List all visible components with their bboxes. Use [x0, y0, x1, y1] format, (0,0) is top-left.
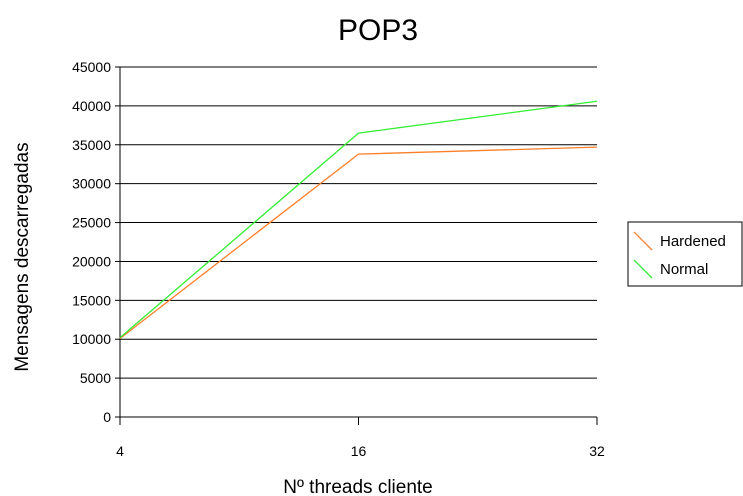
y-tick-label: 10000 — [72, 331, 111, 347]
y-tick-label: 5000 — [80, 370, 111, 386]
y-tick-label: 0 — [103, 409, 111, 425]
series-line-normal — [119, 100, 598, 339]
chart-title: POP3 — [338, 14, 418, 47]
y-tick-label: 25000 — [72, 215, 111, 231]
axes — [115, 66, 598, 425]
series-line-hardened — [119, 146, 598, 339]
legend-swatch — [633, 231, 653, 251]
y-tick-labels: 0 5000 10000 15000 20000 25000 30000 35000 40000… — [72, 59, 111, 425]
x-tick-label: 4 — [116, 443, 124, 459]
y-tick-label: 40000 — [72, 98, 111, 114]
y-tick-label: 15000 — [72, 292, 111, 308]
x-tick-labels: 4 16 32 — [116, 443, 605, 459]
legend: Hardened Normal — [627, 221, 743, 287]
x-axis-title: Nº threads cliente — [283, 477, 433, 496]
legend-label: Normal — [660, 261, 708, 278]
legend-swatch — [633, 259, 653, 279]
grid-lines — [120, 66, 597, 379]
legend-box — [627, 221, 743, 287]
x-tick-label: 32 — [589, 443, 605, 459]
y-tick-label: 45000 — [72, 59, 111, 75]
y-axis-title: Mensagens descarregadas — [12, 142, 33, 371]
legend-label: Hardened — [660, 233, 726, 250]
x-tick-label: 16 — [351, 443, 367, 459]
y-tick-label: 35000 — [72, 137, 111, 153]
y-tick-label: 30000 — [72, 176, 111, 192]
series-lines — [119, 100, 598, 339]
y-tick-label: 20000 — [72, 253, 111, 269]
